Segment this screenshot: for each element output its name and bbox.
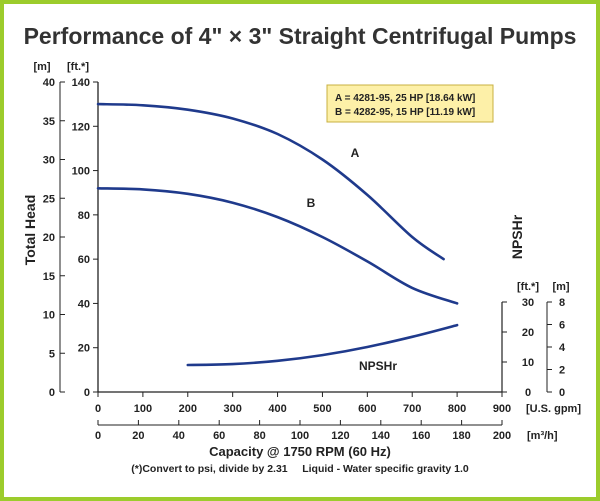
y-tick-label: 120	[72, 121, 90, 133]
npsh-ft-tick-label: 30	[522, 297, 534, 309]
x2-tick-label: 0	[95, 430, 101, 442]
npsh-m-tick-label: 4	[559, 342, 566, 354]
y-m-tick-label: 20	[43, 232, 55, 244]
npsh-m-tick-label: 2	[559, 365, 565, 377]
curve-a	[96, 102, 445, 261]
y-tick-label: 60	[78, 254, 90, 266]
npsh-ft-tick-label: 10	[522, 357, 534, 369]
x2-tick-label: 180	[452, 430, 470, 442]
y-m-tick-label: 5	[49, 348, 55, 360]
npsh-ft-tick-label: 20	[522, 327, 534, 339]
x-tick-label: 800	[448, 403, 466, 415]
y-m-tick-label: 10	[43, 310, 55, 322]
x-tick-label: 400	[268, 403, 286, 415]
x-tick-label: 600	[358, 403, 376, 415]
legend-box	[326, 84, 494, 123]
y-tick-label: 40	[78, 298, 90, 310]
x2-tick-label: 40	[173, 430, 185, 442]
y-m-tick-label: 25	[43, 193, 55, 205]
x-tick-label: 500	[313, 403, 331, 415]
y-axis-ft-unit: [ft.*]	[67, 61, 89, 73]
y-tick-label: 80	[78, 210, 90, 222]
y-m-tick-label: 15	[43, 271, 55, 283]
x2-tick-label: 140	[372, 430, 390, 442]
footnote: (*)Convert to psi, divide by 2.31 Liquid…	[131, 463, 469, 475]
y-m-tick-label: 40	[43, 77, 55, 89]
x-tick-label: 700	[403, 403, 421, 415]
y-axis-label: Total Head	[22, 195, 38, 266]
y-m-tick-label: 0	[49, 387, 55, 399]
performance-chart: Performance of 4" × 3" Straight Centrifu…	[22, 23, 581, 475]
npsh-m-unit: [m]	[552, 281, 569, 293]
npsh-ft-unit: [ft.*]	[517, 281, 539, 293]
x-axis-unit: [U.S. gpm]	[526, 403, 581, 415]
chart-title: Performance of 4" × 3" Straight Centrifu…	[24, 23, 577, 49]
npsh-m-tick-label: 8	[559, 297, 565, 309]
x2-tick-label: 20	[132, 430, 144, 442]
x-tick-label: 200	[179, 403, 197, 415]
curve-label-npshr: NPSHr	[359, 359, 397, 373]
x2-tick-label: 200	[493, 430, 511, 442]
curve-label-b: B	[307, 196, 316, 210]
curve-label-a: A	[351, 146, 360, 160]
curve-b	[96, 187, 459, 305]
y-tick-label: 100	[72, 166, 90, 178]
axes-group	[59, 82, 548, 426]
y-axis-m-unit: [m]	[33, 61, 50, 73]
x2-tick-label: 120	[331, 430, 349, 442]
curves-group	[96, 102, 459, 367]
npsh-m-tick-label: 6	[559, 320, 565, 332]
legend: A = 4281-95, 25 HP [18.64 kW] B = 4282-9…	[326, 84, 494, 123]
y-tick-label: 0	[84, 387, 90, 399]
curve-npshr	[186, 323, 459, 367]
legend-entry-b: B = 4282-95, 15 HP [11.19 kW]	[335, 107, 475, 118]
x2-tick-label: 100	[291, 430, 309, 442]
ticks-group: 0 100 200 300 400 500 600 700 800 900 [U.S. gpm]0 2…	[33, 61, 581, 442]
labels-group: A B NPSHr	[307, 146, 398, 373]
x2-axis-unit: [m³/h]	[527, 430, 558, 442]
x-axis-label: Capacity @ 1750 RPM (60 Hz)	[209, 444, 391, 459]
y-tick-label: 20	[78, 343, 90, 355]
npsh-m-tick-label: 0	[559, 387, 565, 399]
y-tick-label: 140	[72, 77, 90, 89]
x-tick-label: 0	[95, 403, 101, 415]
x-tick-label: 300	[223, 403, 241, 415]
x2-tick-label: 160	[412, 430, 430, 442]
x-tick-label: 900	[493, 403, 511, 415]
y-m-tick-label: 30	[43, 155, 55, 167]
x2-tick-label: 80	[253, 430, 265, 442]
x2-tick-label: 60	[213, 430, 225, 442]
npsh-ft-tick-label: 0	[525, 387, 531, 399]
legend-entry-a: A = 4281-95, 25 HP [18.64 kW]	[335, 93, 475, 104]
x-tick-label: 100	[134, 403, 152, 415]
y-m-tick-label: 35	[43, 116, 55, 128]
npsh-axis-label: NPSHr	[509, 214, 525, 259]
